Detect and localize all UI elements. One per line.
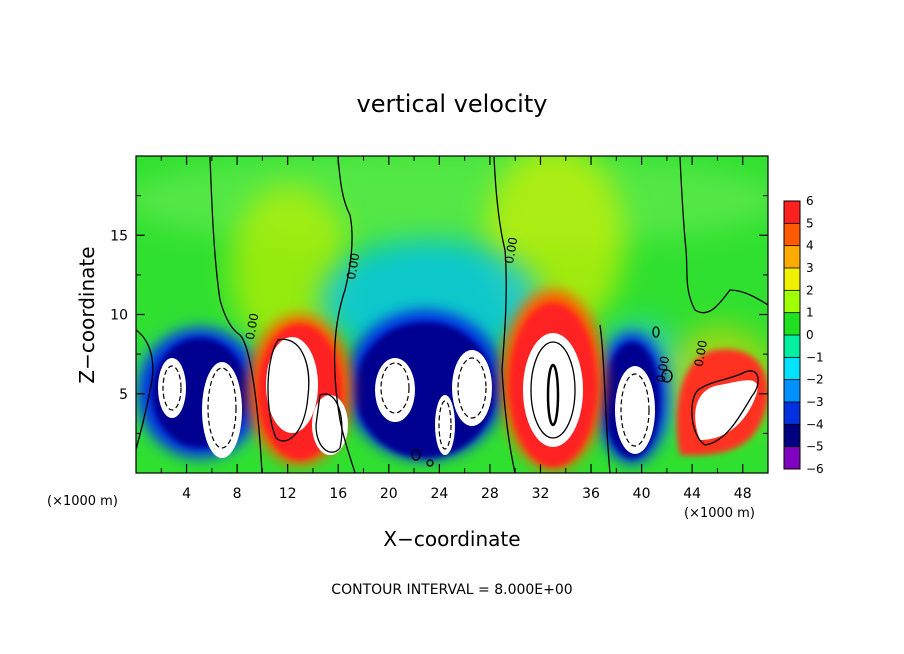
contour-downdraft — [438, 400, 452, 450]
contour-updraft — [530, 341, 576, 439]
colorbar-swatch — [784, 446, 800, 470]
colorbar-label: −2 — [806, 373, 824, 387]
contour-label: 0.00 — [243, 312, 261, 341]
colorbar-label: −6 — [806, 462, 824, 476]
contour-small — [411, 449, 421, 461]
y-tick-label: 15 — [110, 228, 128, 244]
y-axis-label: Z−coordinate — [75, 246, 99, 383]
colorbar-label: 0 — [806, 328, 814, 342]
colorbar-label: 4 — [806, 239, 814, 253]
zero-contour — [599, 324, 611, 473]
colorbar-swatch — [784, 201, 800, 224]
colorbar-label: 2 — [806, 283, 814, 297]
contour-small — [652, 326, 660, 338]
colorbar-label: 5 — [806, 216, 814, 230]
downdraft-core — [355, 322, 495, 458]
y-tick-label: 5 — [119, 387, 128, 403]
colorbar-label: −5 — [806, 440, 824, 454]
y-tick-label: 10 — [110, 308, 128, 324]
contour-small — [661, 369, 673, 383]
x-unit-label-right: (×1000 m) — [684, 506, 755, 521]
contour-interval-note: CONTOUR INTERVAL = 8.000E+00 — [331, 582, 572, 598]
contour-updraft — [267, 338, 310, 442]
contour-downdraft — [207, 367, 237, 449]
contour-lines-dashed — [162, 357, 650, 450]
x-tick-label: 48 — [734, 486, 752, 502]
core-white — [202, 362, 242, 458]
colorbar-swatch — [784, 335, 800, 358]
contour-downdraft — [620, 373, 650, 447]
colorbar-label: −4 — [806, 417, 824, 431]
zero-contour — [136, 329, 154, 451]
core-white — [266, 337, 318, 433]
zero-contour — [333, 156, 356, 473]
zero-contour — [679, 156, 768, 314]
core-white — [452, 350, 492, 426]
core-white — [523, 333, 583, 447]
contour-updraft — [546, 363, 560, 427]
x-tick-label: 24 — [430, 486, 448, 502]
core-white — [158, 358, 186, 418]
contour-updraft — [691, 370, 759, 446]
updraft-halo — [230, 185, 350, 355]
colorbar-swatch — [784, 268, 800, 291]
colorbar-label: 1 — [806, 306, 814, 320]
x-tick-label: 36 — [582, 486, 600, 502]
x-ticks: 4 8 12 16 20 24 28 32 36 40 44 48 — [160, 156, 752, 502]
core-white — [435, 395, 455, 455]
x-tick-label: 32 — [532, 486, 550, 502]
colorbar-swatch — [784, 424, 800, 448]
colorbar-swatch — [784, 245, 800, 269]
colorbar-label: 6 — [806, 194, 814, 208]
contour-small — [426, 459, 434, 467]
contour-downdraft — [380, 362, 410, 414]
contour-downdraft — [457, 357, 487, 419]
core-white — [695, 380, 758, 440]
contour-lines — [136, 156, 768, 473]
x-tick-label: 28 — [481, 486, 499, 502]
x-tick-label: 4 — [182, 486, 191, 502]
colorbar-label: −1 — [806, 350, 824, 364]
colorbar-swatch — [784, 402, 800, 425]
contour-label: 0.00 — [692, 339, 710, 368]
x-tick-label: 16 — [329, 486, 347, 502]
contour-label: 0.00 — [502, 236, 520, 265]
contour-labels: 0.00 0.00 0.00 0.00 0.00 — [243, 236, 710, 384]
field-upper-light-band — [136, 156, 768, 250]
contour-label: 0.00 — [654, 355, 672, 384]
velocity-field: 0.00 0.00 0.00 0.00 0.00 — [136, 156, 768, 473]
x-tick-label: 20 — [380, 486, 398, 502]
contour-downdraft — [162, 365, 182, 411]
colorbar: 6 5 4 3 2 1 0 −1 −2 −3 −4 −5 −6 — [783, 194, 824, 476]
colorbar-label: 3 — [806, 261, 814, 275]
chart-title: vertical velocity — [357, 90, 548, 118]
colorbar-swatch — [784, 379, 800, 403]
x-axis-label: X−coordinate — [383, 527, 520, 551]
x-tick-label: 44 — [683, 486, 701, 502]
core-white — [615, 366, 655, 454]
x-tick-label: 12 — [279, 486, 297, 502]
x-tick-label: 8 — [233, 486, 242, 502]
colorbar-swatch — [784, 357, 800, 381]
x-unit-label-left: (×1000 m) — [47, 494, 118, 509]
zero-contour — [493, 156, 516, 473]
y-ticks: 5 10 15 — [110, 195, 768, 434]
zero-contour — [209, 156, 263, 473]
colorbar-swatch — [784, 290, 800, 314]
colorbar-swatch — [784, 312, 800, 336]
contour-updraft — [315, 393, 343, 453]
colorbar-label: −3 — [806, 395, 824, 409]
contour-label: 0.00 — [344, 252, 362, 281]
colorbar-swatch — [784, 223, 800, 247]
x-tick-label: 40 — [633, 486, 651, 502]
